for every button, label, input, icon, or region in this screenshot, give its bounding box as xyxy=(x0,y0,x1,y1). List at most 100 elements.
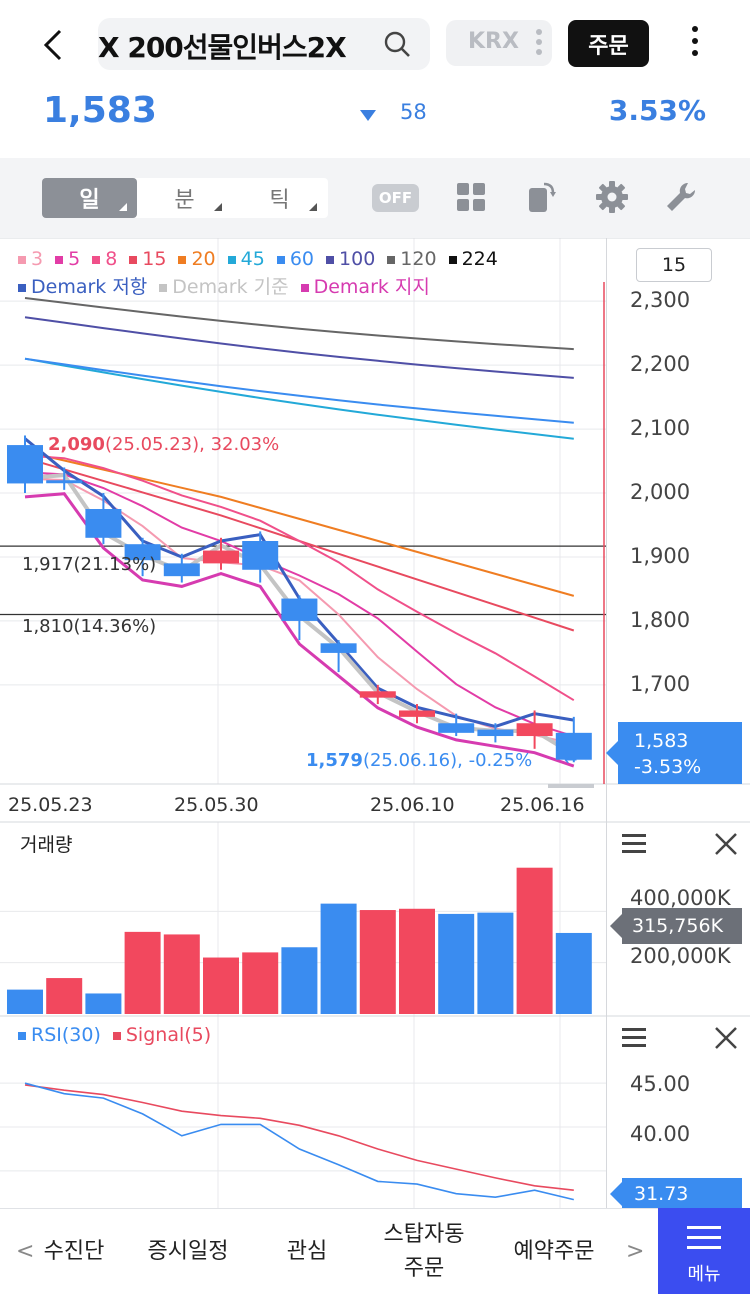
nav-item[interactable]: 증시일정 xyxy=(130,1209,246,1294)
candle xyxy=(203,550,239,564)
volume-bar xyxy=(203,957,239,1014)
grid-layout-icon[interactable] xyxy=(454,180,488,214)
price-tag-change: -3.53% xyxy=(634,756,702,778)
nav-item-label: 관심 xyxy=(286,1239,328,1264)
legend-label: 8 xyxy=(105,248,118,270)
period-tab-tick[interactable]: 틱 xyxy=(232,178,327,218)
back-button[interactable] xyxy=(30,22,76,68)
legend-swatch xyxy=(18,1031,26,1040)
quote-row: 1,583 58 3.53% xyxy=(0,88,750,148)
volume-bar xyxy=(516,867,553,1014)
level-annotation-2: 1,810(14.36%) xyxy=(22,616,157,637)
volume-bar xyxy=(555,932,592,1014)
stock-search-box[interactable]: X 200선물인버스2X xyxy=(98,18,430,70)
candle xyxy=(516,723,553,737)
stock-chart-canvas[interactable] xyxy=(0,238,750,1208)
legend-swatch xyxy=(18,283,26,292)
rsi-signal-line xyxy=(24,1084,574,1191)
more-menu-button[interactable] xyxy=(683,26,707,66)
volume-bar xyxy=(85,993,122,1014)
legend-item: 3 xyxy=(18,248,49,270)
down-arrow-icon xyxy=(360,110,376,121)
header-bar: X 200선물인버스2X KRX 주문 xyxy=(0,0,750,90)
chart-toolbar: 일 분 틱 OFF xyxy=(0,158,750,238)
rsi-legend: RSI(30) Signal(5) xyxy=(18,1024,223,1046)
high-annotation: 2,090(25.05.23), 32.03% xyxy=(48,434,279,455)
legend-swatch xyxy=(112,1031,121,1040)
legend-swatch xyxy=(55,255,64,264)
rsi-axis xyxy=(606,1016,750,1208)
volume-bar xyxy=(359,910,396,1014)
ma-legend: 3 5 8 15 20 45 60 100 120 224 xyxy=(18,248,510,270)
volume-bar xyxy=(477,912,514,1014)
nav-next-icon[interactable]: > xyxy=(626,1239,645,1264)
hamburger-icon xyxy=(687,1226,721,1256)
menu-label: 메뉴 xyxy=(687,1264,721,1285)
ma-5-line xyxy=(24,471,575,738)
legend-label: 20 xyxy=(191,248,216,270)
low-annotation: 1,579(25.06.16), -0.25% xyxy=(306,750,532,771)
ma-period-input[interactable]: 15 xyxy=(636,248,712,282)
nav-item-label: 수진단 xyxy=(43,1239,105,1264)
toggle-off-button[interactable]: OFF xyxy=(372,184,419,212)
ma-120-line xyxy=(24,297,574,351)
legend-label: 3 xyxy=(31,248,44,270)
gear-icon[interactable] xyxy=(595,180,629,214)
period-tab-day[interactable]: 일 xyxy=(42,178,137,218)
nav-item-label: 증시일정 xyxy=(147,1239,229,1264)
legend-swatch xyxy=(18,255,26,264)
rsi-y-tick: 45.00 xyxy=(630,1072,691,1096)
rsi-menu-icon[interactable] xyxy=(622,1028,646,1048)
nav-item[interactable]: 수진단 xyxy=(34,1209,114,1294)
nav-prev-icon[interactable]: < xyxy=(16,1239,35,1264)
search-icon[interactable] xyxy=(382,29,412,59)
exchange-selector[interactable]: KRX xyxy=(446,20,552,66)
nav-item[interactable]: 스탑자동 주문 xyxy=(366,1209,482,1294)
wrench-icon[interactable] xyxy=(664,180,698,214)
current-price-tag: 1,583 -3.53% xyxy=(606,722,742,784)
legend-item: Signal(5) xyxy=(112,1024,217,1046)
legend-label: 60 xyxy=(289,248,315,270)
level-annotation-1: 1,917(21.13%) xyxy=(22,554,157,575)
nav-item-label: 스탑자동 주문 xyxy=(383,1222,465,1281)
legend-label: 45 xyxy=(240,248,265,270)
order-button[interactable]: 주문 xyxy=(568,20,649,67)
legend-label: RSI(30) xyxy=(31,1024,101,1046)
nav-item[interactable]: 예약주문 xyxy=(496,1209,612,1294)
volume-bar xyxy=(7,989,43,1014)
candle xyxy=(477,729,514,737)
candle xyxy=(320,643,357,653)
volume-title: 거래량 xyxy=(20,834,73,856)
legend-swatch xyxy=(448,255,457,264)
candle xyxy=(163,563,200,577)
price-tag-value: 1,583 xyxy=(634,730,689,752)
legend-swatch xyxy=(178,255,187,264)
volume-value-tag: 315,756K xyxy=(610,908,742,944)
x-axis-label: 25.06.16 xyxy=(500,794,585,816)
legend-item: 60 xyxy=(276,248,320,270)
low-value: 1,579 xyxy=(306,750,363,771)
candle xyxy=(7,445,43,484)
rotate-screen-icon[interactable] xyxy=(524,180,558,214)
price-y-tick: 2,300 xyxy=(630,288,691,313)
period-tab-label: 일 xyxy=(79,188,100,213)
candle xyxy=(242,540,279,570)
legend-swatch xyxy=(92,255,101,264)
candle xyxy=(46,480,83,484)
legend-label: 120 xyxy=(400,248,437,270)
legend-label: Demark 기준 xyxy=(172,276,289,298)
nav-item[interactable]: 관심 xyxy=(262,1209,352,1294)
legend-swatch xyxy=(159,283,168,292)
volume-bar xyxy=(438,913,475,1014)
left-arrow-icon: ← xyxy=(564,750,578,769)
legend-swatch xyxy=(326,255,335,264)
menu-button[interactable]: 메뉴 xyxy=(658,1208,750,1294)
volume-close-icon[interactable] xyxy=(714,832,738,856)
period-tab-minute[interactable]: 분 xyxy=(137,178,232,218)
candle xyxy=(85,509,122,538)
rsi-line xyxy=(24,1082,574,1201)
rsi-close-icon[interactable] xyxy=(714,1026,738,1050)
volume-bar xyxy=(163,934,200,1014)
volume-menu-icon[interactable] xyxy=(622,834,646,854)
legend-item: 8 xyxy=(92,248,123,270)
